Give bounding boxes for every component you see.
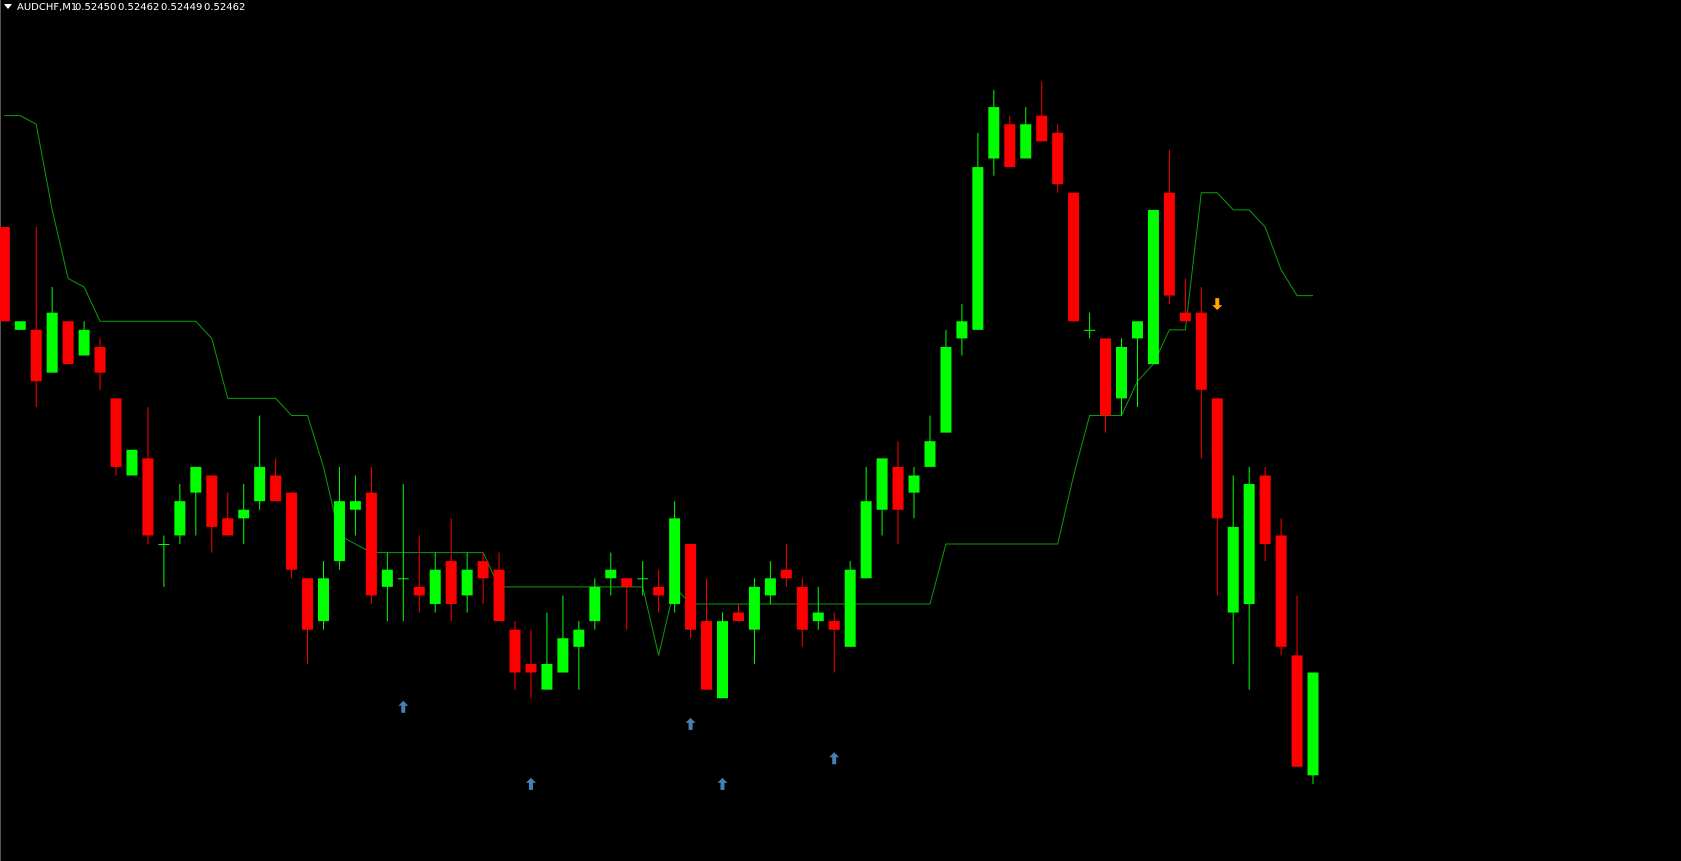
candle-body bbox=[94, 346, 106, 373]
candle-body bbox=[892, 466, 904, 510]
candle-body bbox=[142, 458, 154, 536]
candle-body bbox=[174, 501, 186, 536]
quote-high: 0.52462 bbox=[118, 2, 159, 13]
candle-body bbox=[126, 449, 138, 476]
candle-body bbox=[286, 492, 298, 570]
candle-body bbox=[365, 492, 377, 596]
candle-body bbox=[732, 612, 744, 622]
candle-body bbox=[812, 612, 824, 622]
candle-body bbox=[924, 441, 936, 467]
candle-body bbox=[270, 475, 282, 502]
candle-body bbox=[1116, 346, 1127, 399]
buy-arrow bbox=[398, 700, 409, 713]
candle-body bbox=[972, 167, 984, 330]
candle-body bbox=[605, 569, 617, 579]
buy-arrow bbox=[829, 752, 840, 765]
indicator-line bbox=[4, 115, 1314, 656]
candle-body bbox=[573, 629, 585, 647]
candle-body bbox=[717, 621, 728, 699]
sell-arrow bbox=[1212, 298, 1223, 311]
candle-body bbox=[589, 586, 601, 622]
symbol: AUDCHF,M1 bbox=[17, 2, 77, 13]
candle-body bbox=[844, 569, 856, 647]
candle-body bbox=[796, 586, 808, 630]
candle-body bbox=[1084, 329, 1096, 331]
candle-body bbox=[1227, 526, 1239, 613]
candle-body bbox=[461, 569, 473, 596]
candle-body bbox=[1195, 312, 1207, 390]
candle-body bbox=[14, 321, 26, 330]
candle-body bbox=[1307, 672, 1319, 776]
candle-body bbox=[238, 509, 250, 519]
quote-low: 0.52449 bbox=[161, 2, 202, 13]
candle-body bbox=[46, 312, 58, 373]
candle-body bbox=[1243, 484, 1255, 604]
buy-arrow bbox=[685, 717, 696, 730]
candle-body bbox=[1004, 124, 1016, 168]
candle-body bbox=[493, 569, 505, 622]
candle-body bbox=[62, 321, 74, 365]
candle-body bbox=[1020, 124, 1032, 159]
buy-arrow bbox=[525, 777, 536, 790]
candle-body bbox=[254, 466, 266, 502]
candle-body bbox=[1163, 192, 1175, 296]
candle-body bbox=[1068, 192, 1080, 322]
candle-body bbox=[0, 227, 10, 322]
candle-body bbox=[748, 586, 760, 630]
candle-body bbox=[78, 329, 90, 356]
candle-body bbox=[557, 638, 569, 673]
buy-arrow bbox=[717, 777, 728, 790]
candle-body bbox=[701, 621, 713, 690]
candle-body bbox=[956, 321, 968, 339]
candle-body bbox=[1275, 535, 1287, 647]
candle-body bbox=[381, 569, 393, 587]
candle-body bbox=[477, 561, 489, 579]
candle-body bbox=[302, 578, 314, 630]
candle-body bbox=[828, 621, 840, 630]
quote-open: 0.52450 bbox=[75, 2, 116, 13]
candle-body bbox=[158, 544, 170, 546]
candle-body bbox=[318, 578, 329, 622]
candle-body bbox=[621, 578, 633, 587]
candle-body bbox=[206, 475, 218, 527]
candle-body bbox=[509, 629, 521, 673]
candle-body bbox=[397, 578, 409, 580]
candle-body bbox=[1131, 321, 1143, 339]
candle-body bbox=[860, 501, 872, 579]
candle-body bbox=[541, 663, 553, 690]
candle-body bbox=[764, 578, 776, 596]
quote-close: 0.52462 bbox=[204, 2, 245, 13]
candle-body bbox=[1259, 475, 1271, 545]
candle-body bbox=[1291, 655, 1303, 767]
candle-body bbox=[780, 569, 792, 579]
candle-body bbox=[222, 518, 234, 536]
candle-body bbox=[110, 398, 122, 467]
candle-body bbox=[685, 544, 697, 630]
candle-body bbox=[445, 561, 457, 604]
dropdown-icon[interactable] bbox=[4, 4, 12, 9]
candle-body bbox=[940, 346, 952, 433]
candle-body bbox=[525, 663, 537, 673]
candle-body bbox=[1179, 312, 1191, 322]
candle-body bbox=[876, 458, 888, 510]
candle-body bbox=[669, 518, 681, 604]
candle-body bbox=[30, 329, 42, 382]
candle-body bbox=[1036, 115, 1048, 142]
candle-body bbox=[333, 501, 345, 562]
candle-body bbox=[1052, 132, 1064, 185]
candle-body bbox=[413, 586, 425, 596]
candle-body bbox=[1100, 338, 1112, 416]
candle-body bbox=[1147, 209, 1159, 365]
candle-body bbox=[429, 569, 441, 604]
candle-body bbox=[190, 466, 202, 493]
candle-body bbox=[1211, 398, 1223, 519]
candle-body bbox=[349, 501, 361, 510]
candle-body bbox=[988, 107, 1000, 159]
candle-body bbox=[908, 475, 920, 493]
candle-body bbox=[637, 578, 649, 580]
candle-body bbox=[653, 586, 665, 596]
